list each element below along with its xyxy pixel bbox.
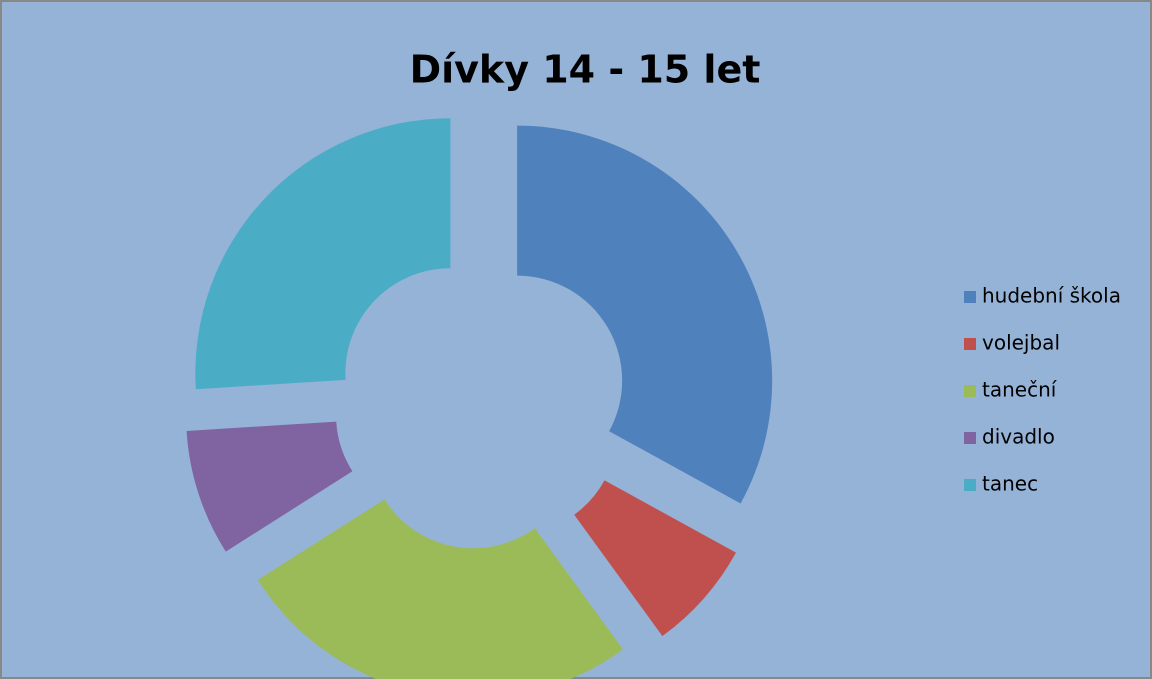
legend-label: taneční: [982, 378, 1058, 402]
donut-segment: [257, 499, 624, 679]
donut-segment: [195, 118, 451, 390]
legend-label: divadlo: [982, 425, 1055, 449]
legend-label: volejbal: [982, 331, 1060, 355]
legend-swatch: [964, 338, 976, 350]
donut-segment: [186, 421, 353, 552]
legend-label: hudební škola: [982, 284, 1121, 308]
donut-segment: [517, 125, 773, 504]
chart-title: Dívky 14 - 15 let: [410, 48, 761, 92]
donut-segment: [574, 480, 736, 637]
legend-swatch: [964, 291, 976, 303]
legend-swatch: [964, 432, 976, 444]
legend-swatch: [964, 385, 976, 397]
legend-label: tanec: [982, 472, 1038, 496]
legend-swatch: [964, 479, 976, 491]
